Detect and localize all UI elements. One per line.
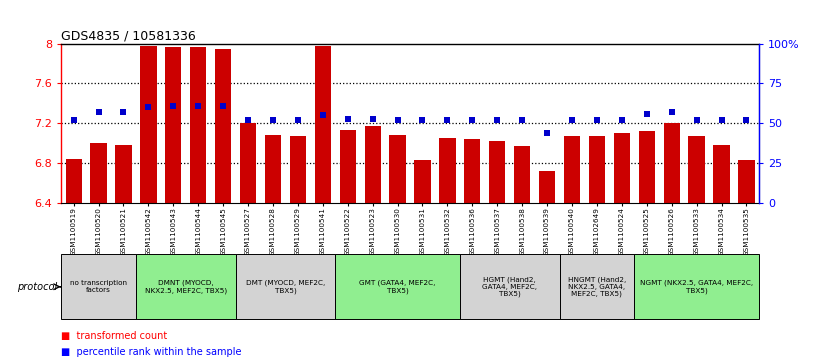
Point [540,130,553,136]
Point [67,117,80,123]
Bar [639,131,655,203]
Bar [165,46,181,203]
Point [166,103,180,109]
Bar [389,135,406,203]
Point [291,117,304,123]
Bar [215,49,231,203]
Point [641,111,654,117]
Bar [339,130,356,203]
Bar [335,254,460,319]
Point [242,117,255,123]
Bar [439,138,455,203]
Point [715,117,728,123]
Bar [464,139,481,203]
Bar [634,254,759,319]
Text: GDS4835 / 10581336: GDS4835 / 10581336 [61,29,196,42]
Bar [663,123,680,203]
Bar [290,136,306,203]
Point [591,117,604,123]
Point [665,109,678,115]
Point [565,117,579,123]
Bar [61,254,136,319]
Point [466,117,479,123]
Text: ■  transformed count: ■ transformed count [61,331,167,341]
Bar [689,136,705,203]
Bar [460,254,560,319]
Bar [539,171,555,203]
Bar [140,45,157,203]
Bar [738,160,755,203]
Bar [489,142,505,203]
Point [267,117,280,123]
Point [516,117,529,123]
Bar [365,126,381,203]
Point [117,109,130,115]
Point [366,116,379,122]
Bar [560,254,634,319]
Text: no transcription
factors: no transcription factors [70,280,127,293]
Bar [564,136,580,203]
Text: DMT (MYOCD, MEF2C,
TBX5): DMT (MYOCD, MEF2C, TBX5) [246,280,325,294]
Bar [136,254,236,319]
Bar [190,46,206,203]
Point [740,117,753,123]
Text: NGMT (NKX2.5, GATA4, MEF2C,
TBX5): NGMT (NKX2.5, GATA4, MEF2C, TBX5) [640,280,753,294]
Text: DMNT (MYOCD,
NKX2.5, MEF2C, TBX5): DMNT (MYOCD, NKX2.5, MEF2C, TBX5) [144,280,227,294]
Bar [240,123,256,203]
Point [615,117,628,123]
Bar [614,134,630,203]
Text: HNGMT (Hand2,
NKX2.5, GATA4,
MEF2C, TBX5): HNGMT (Hand2, NKX2.5, GATA4, MEF2C, TBX5… [568,276,626,297]
Bar [265,135,281,203]
Point [441,117,454,123]
Point [192,103,205,109]
Bar [589,136,605,203]
Point [416,117,429,123]
Point [391,117,404,123]
Text: GMT (GATA4, MEF2C,
TBX5): GMT (GATA4, MEF2C, TBX5) [359,280,436,294]
Text: protocol: protocol [17,282,57,292]
Bar [315,45,331,203]
Point [92,109,105,115]
Bar [415,160,431,203]
Point [216,103,229,109]
Bar [514,146,530,203]
Point [490,117,503,123]
Bar [713,145,730,203]
Bar [115,145,131,203]
Point [142,105,155,110]
Bar [236,254,335,319]
Text: ■  percentile rank within the sample: ■ percentile rank within the sample [61,347,242,357]
Bar [91,143,107,203]
Point [317,113,330,118]
Point [341,116,354,122]
Point [690,117,703,123]
Text: HGMT (Hand2,
GATA4, MEF2C,
TBX5): HGMT (Hand2, GATA4, MEF2C, TBX5) [482,276,537,297]
Bar [65,159,82,203]
